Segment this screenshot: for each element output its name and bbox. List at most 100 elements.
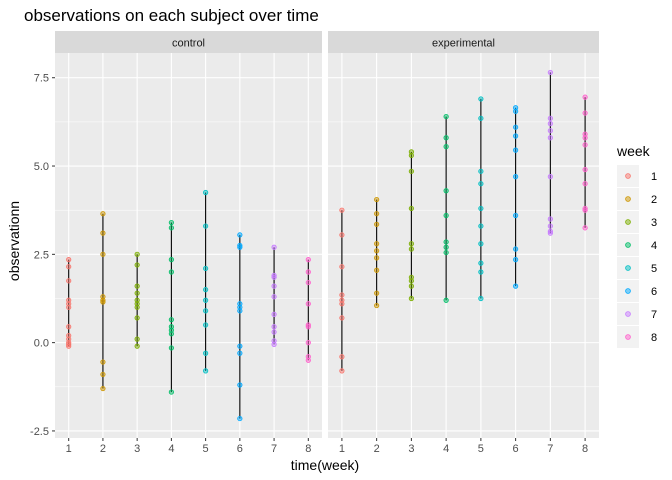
data-point: [134, 336, 140, 342]
data-point: [374, 290, 380, 296]
legend-swatch: [625, 219, 631, 225]
x-tick-label: 8: [305, 443, 311, 455]
data-point: [582, 135, 588, 141]
data-point: [513, 257, 519, 263]
y-tick-label: 2.5: [34, 249, 49, 261]
data-point: [478, 260, 484, 266]
x-tick-label: 7: [271, 443, 277, 455]
x-tick-label: 2: [374, 443, 380, 455]
data-point: [66, 278, 72, 284]
data-point: [305, 301, 311, 307]
data-point: [443, 113, 449, 120]
data-point: [443, 297, 449, 303]
legend-title: week: [616, 143, 651, 159]
data-point: [237, 343, 243, 349]
data-point: [374, 267, 380, 273]
data-point: [168, 345, 174, 351]
data-point: [134, 251, 140, 257]
data-point: [339, 315, 345, 321]
data-point: [203, 223, 209, 229]
chart-title: observations on each subject over time: [24, 6, 319, 25]
data-point: [271, 283, 277, 289]
data-point: [100, 299, 106, 305]
x-tick-label: 6: [237, 443, 243, 455]
data-point: [443, 188, 449, 194]
data-point: [478, 223, 484, 229]
data-point: [582, 225, 588, 231]
strip-label: control: [172, 38, 205, 50]
strip-label: experimental: [432, 38, 495, 50]
strip-background: [55, 31, 322, 53]
x-tick-label: 1: [66, 443, 72, 455]
data-point: [443, 239, 449, 245]
legend: week 1 2 3 4 5 6 7 8: [616, 143, 657, 348]
data-point: [271, 274, 277, 280]
x-tick-label: 3: [408, 443, 414, 455]
y-tick-label: 5.0: [34, 161, 49, 173]
data-point: [374, 302, 380, 309]
x-tick-label: 8: [582, 443, 588, 455]
data-point: [513, 108, 519, 114]
data-point: [478, 205, 484, 212]
data-point: [305, 340, 311, 346]
data-point: [134, 283, 140, 289]
data-point: [513, 133, 519, 139]
x-tick-label: 5: [478, 443, 484, 455]
data-point: [134, 343, 140, 349]
data-point: [203, 287, 209, 293]
data-point: [339, 207, 345, 213]
x-tick-label: 7: [547, 443, 553, 455]
data-point: [271, 311, 277, 317]
panel-background: [328, 53, 599, 438]
data-point: [237, 382, 243, 388]
data-point: [100, 359, 106, 365]
y-tick-label: 0.0: [34, 338, 49, 350]
data-point: [443, 212, 449, 219]
legend-label: 4: [651, 240, 657, 252]
data-point: [408, 168, 414, 174]
legend-label: 8: [651, 332, 657, 344]
data-point: [271, 329, 277, 335]
data-point: [100, 230, 106, 236]
data-point: [582, 181, 588, 187]
y-axis: -2.5 0.0 2.5 5.0 7.5: [30, 73, 55, 438]
data-point: [374, 196, 380, 203]
data-point: [134, 304, 140, 310]
data-point: [100, 371, 106, 378]
data-point: [513, 174, 519, 180]
y-tick-label: 7.5: [34, 73, 49, 85]
data-point: [203, 189, 209, 196]
data-point: [237, 350, 243, 356]
data-point: [547, 216, 553, 222]
legend-label: 5: [651, 263, 657, 275]
legend-swatch: [625, 196, 631, 202]
strip-background: [328, 31, 599, 53]
data-point: [374, 255, 380, 261]
data-point: [203, 368, 209, 374]
legend-swatch: [625, 334, 631, 340]
x-tick-label: 4: [168, 443, 174, 455]
data-point: [271, 244, 277, 250]
legend-label: 2: [651, 194, 657, 206]
data-point: [100, 385, 106, 392]
data-point: [582, 110, 588, 116]
data-point: [100, 251, 106, 257]
data-point: [582, 207, 588, 213]
data-point: [339, 301, 345, 307]
legend-swatch: [625, 311, 631, 317]
y-axis-title: observationn: [6, 201, 22, 281]
data-point: [271, 294, 277, 300]
data-point: [237, 232, 243, 238]
data-point: [443, 144, 449, 150]
data-point: [408, 283, 414, 289]
data-point: [513, 283, 519, 289]
data-point: [408, 152, 414, 159]
data-point: [374, 248, 380, 254]
data-point: [547, 115, 553, 121]
data-point: [66, 343, 72, 349]
data-point: [237, 308, 243, 314]
panel-background: [55, 53, 322, 438]
data-point: [168, 331, 174, 337]
data-point: [547, 223, 553, 229]
